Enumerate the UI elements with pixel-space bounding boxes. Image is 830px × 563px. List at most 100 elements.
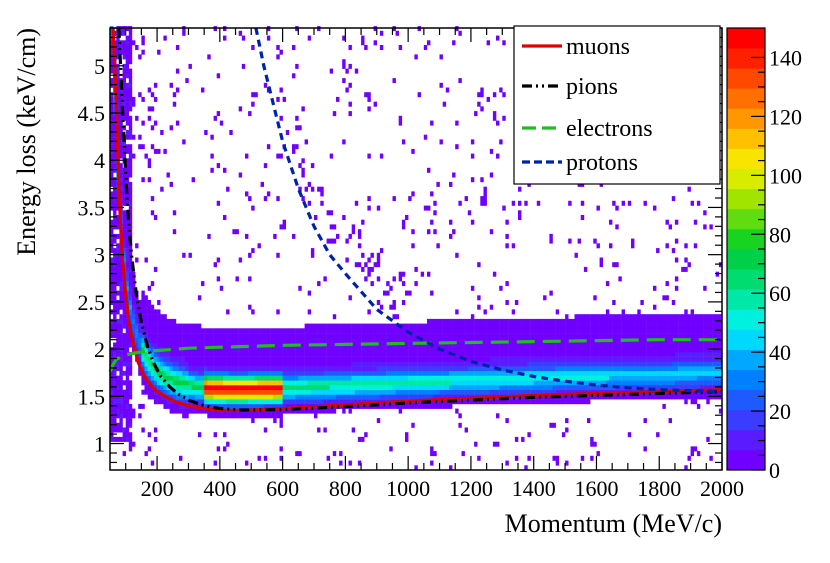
heatmap-cell [119,30,123,36]
heatmap-cell [116,248,120,254]
heatmap-cell [405,389,409,395]
heatmap-cell [141,177,145,183]
heatmap-cell [157,49,161,55]
heatmap-cell [357,347,362,353]
heatmap-cell [119,375,123,381]
heatmap-cell [323,276,327,282]
heatmap-cell [125,285,130,291]
heatmap-cell [216,356,221,362]
heatmap-cell [125,328,130,334]
heatmap-cell [317,347,321,353]
heatmap-cell [480,385,484,390]
heatmap-cell [194,328,199,334]
heatmap-cell [276,385,280,390]
heatmap-cell [580,342,585,348]
heatmap-cell [574,351,578,357]
heatmap-cell [128,73,133,79]
heatmap-cell [251,380,255,386]
heatmap-cell [659,356,663,362]
heatmap-cell [386,351,390,357]
heatmap-cell [417,333,421,339]
heatmap-cell [618,351,622,357]
heatmap-cell [266,385,271,390]
heatmap-cell [577,333,581,339]
heatmap-cell [524,366,528,372]
heatmap-cell [568,375,572,381]
heatmap-cell [383,394,387,400]
heatmap-cell [122,337,126,343]
heatmap-cell [634,333,638,339]
heatmap-cell [674,347,679,353]
heatmap-cell [354,385,359,390]
heatmap-cell [624,342,629,348]
heatmap-cell [449,370,453,376]
heatmap-cell [128,125,133,131]
heatmap-cell [163,356,167,362]
heatmap-cell [219,351,224,357]
heatmap-cell [590,370,594,376]
heatmap-cell [392,403,396,409]
heatmap-cell [609,385,613,390]
heatmap-cell [116,309,120,315]
heatmap-cell [646,342,651,348]
heatmap-cell [235,375,239,381]
heatmap-cell [204,399,208,405]
heatmap-cell [483,380,487,386]
heatmap-cell [314,323,318,329]
heatmap-cell [609,314,613,320]
heatmap-cell [282,328,286,334]
heatmap-cell [357,399,362,405]
heatmap-cell [128,196,133,202]
heatmap-cell [295,380,299,386]
heatmap-cell [132,290,136,296]
heatmap-cell [245,333,249,339]
heatmap-cell [185,328,189,334]
heatmap-cell [110,229,114,235]
heatmap-cell [191,408,195,414]
heatmap-cell [593,347,597,353]
heatmap-cell [467,370,472,376]
heatmap-cell [389,370,393,376]
heatmap-cell [684,333,688,339]
heatmap-cell [125,49,130,55]
heatmap-cell [113,238,117,244]
heatmap-cell [587,333,591,339]
heatmap-cell [361,380,365,386]
heatmap-cell [524,361,528,367]
heatmap-cell [715,389,720,395]
heatmap-cell [119,356,123,362]
heatmap-cell [119,366,123,372]
heatmap-cell [442,403,447,409]
heatmap-cell [298,451,302,457]
heatmap-cell [433,347,437,353]
heatmap-cell [128,153,133,159]
heatmap-cell [248,196,252,202]
heatmap-cell [226,351,230,357]
heatmap-cell [119,200,123,206]
heatmap-cell [674,285,679,291]
heatmap-cell [150,337,155,343]
heatmap-cell [235,380,239,386]
heatmap-cell [458,333,462,339]
heatmap-cell [540,370,544,376]
heatmap-cell [700,375,704,381]
heatmap-cell [166,333,170,339]
heatmap-cell [210,356,214,362]
heatmap-cell [179,333,183,339]
heatmap-cell [480,342,484,348]
heatmap-cell [546,389,550,395]
heatmap-cell [310,389,315,395]
heatmap-cell [179,399,183,405]
heatmap-cell [445,380,450,386]
heatmap-cell [125,271,130,277]
heatmap-cell [345,375,349,381]
heatmap-cell [533,328,538,334]
heatmap-cell [637,366,641,372]
heatmap-cell [555,389,560,395]
heatmap-cell [505,328,509,334]
heatmap-cell [292,148,296,154]
heatmap-cell [116,318,120,324]
heatmap-cell [668,337,672,343]
heatmap-cell [238,403,243,409]
heatmap-cell [357,380,362,386]
